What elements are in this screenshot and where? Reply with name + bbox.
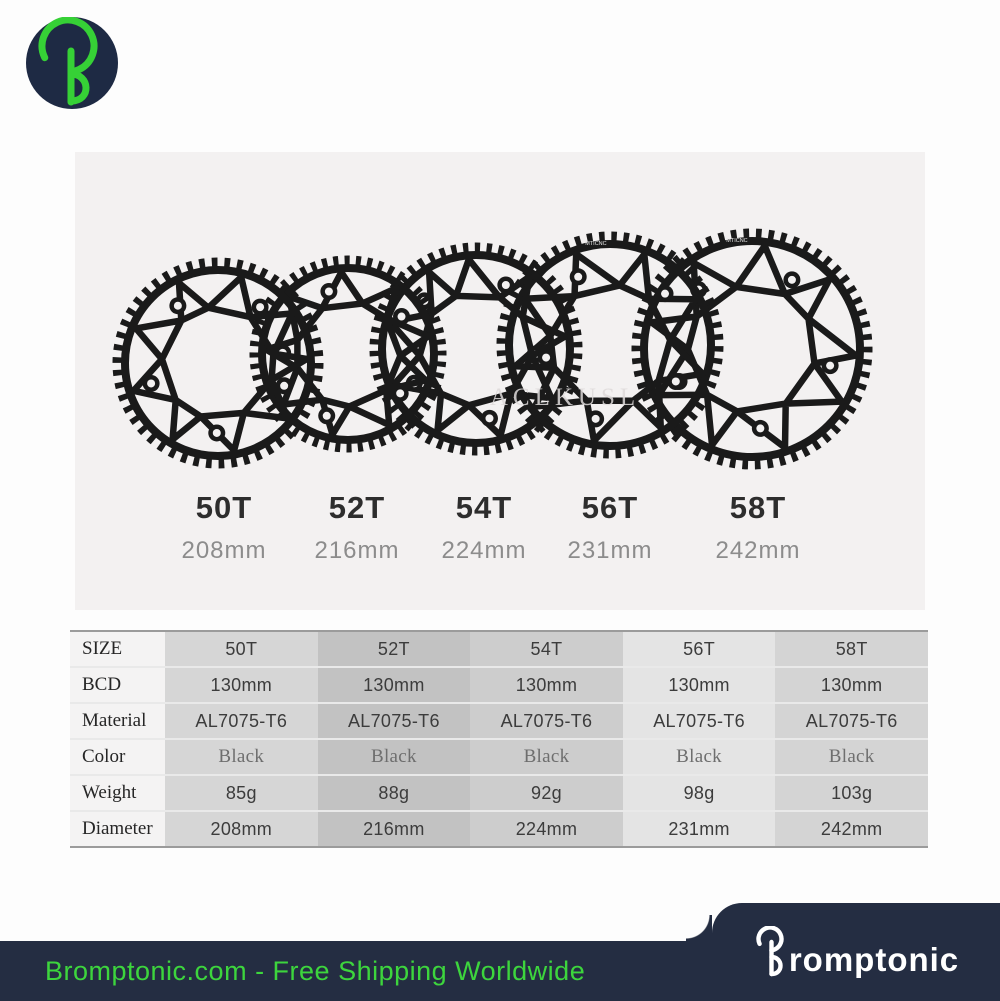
bolt-hole [826,361,835,370]
spec-row-color: Color Black Black Black Black Black [70,738,928,775]
bolt-hole [542,353,551,362]
chainrings-photo: MTICNC MTICNC [112,228,873,470]
spec-cell: Black [775,738,928,775]
spec-cell: 224mm [470,810,623,847]
spec-cell: Black [622,738,776,775]
bolt-hole [501,280,510,289]
diameter-label-58t: 242mm [715,537,801,564]
bolt-hole [324,287,333,296]
bolt-hole [574,272,583,281]
chainring-52t [249,255,447,453]
spec-row-label: Weight [70,774,165,811]
diameter-label-52t: 216mm [314,537,400,564]
spec-row-label: SIZE [70,631,165,667]
size-label-54t: 54T [455,490,513,525]
bromptonic-b-icon [756,926,784,977]
size-label-50t: 50T [195,490,253,525]
spec-row-label: BCD [70,666,165,703]
spec-cell: 88g [317,774,471,811]
spec-cell: 103g [775,774,928,811]
bolt-hole [256,303,265,312]
diameter-label-50t: 208mm [181,537,267,564]
spec-cell: 52T [317,631,471,667]
product-photo-panel: MTICNC MTICNC ACLKUSL 50T 208mm 52T 216mm 54T… [75,152,925,610]
spec-row-bcd: BCD 130mm 130mm 130mm 130mm 130mm [70,666,928,703]
size-label-56t: 56T [581,490,639,525]
spec-cell: Black [317,738,471,775]
bolt-hole [397,312,406,321]
diameter-label-56t: 231mm [567,537,653,564]
footer-tagline: Bromptonic.com - Free Shipping Worldwide [45,956,586,986]
spec-row-label: Color [70,738,165,775]
size-label-58t: 58T [729,490,787,525]
bolt-hole [173,301,182,310]
spec-cell: 58T [775,631,928,667]
spec-row-weight: Weight 85g 88g 92g 98g 103g [70,774,928,811]
spec-cell: 216mm [317,810,471,847]
spec-cell: 231mm [622,810,776,847]
footer-brand-tab: romptonic [712,903,1000,1001]
photo-watermark: ACLKUSL [489,384,641,411]
spec-cell: AL7075-T6 [622,702,776,739]
spec-row-label: Material [70,702,165,739]
spec-cell: AL7075-T6 [165,702,318,739]
diameter-label-54t: 224mm [441,537,527,564]
spec-cell: 92g [470,774,623,811]
bolt-hole [322,411,331,420]
bolt-hole [756,424,765,433]
bolt-hole [147,379,156,388]
bolt-hole [280,381,289,390]
spec-cell: 130mm [775,666,928,703]
bolt-hole [591,414,600,423]
spec-cell: 85g [165,774,318,811]
bolt-hole [212,428,221,437]
spec-cell: Black [470,738,623,775]
ring-engraving: MTICNC [726,238,747,244]
bromptonic-wordmark: romptonic [753,926,959,978]
spec-row-material: Material AL7075-T6 AL7075-T6 AL7075-T6 AL707… [70,702,928,739]
chainring-50t [112,257,324,469]
spec-cell: 242mm [775,810,928,847]
bolt-hole [396,389,405,398]
bromptonic-b-icon [38,17,98,106]
ring-engraving: MTICNC [585,241,606,247]
spec-cell: AL7075-T6 [775,702,928,739]
bolt-hole [787,275,796,284]
spec-cell: 130mm [622,666,776,703]
bromptonic-logo-badge [26,17,118,109]
spec-cell: 50T [165,631,318,667]
spec-cell: 54T [470,631,623,667]
bolt-hole [661,289,670,298]
spec-row-label: Diameter [70,810,165,847]
bolt-hole [671,377,680,386]
spec-cell: AL7075-T6 [317,702,471,739]
bolt-hole [485,414,494,423]
spec-row-diameter: Diameter 208mm 216mm 224mm 231mm 242mm [70,810,928,847]
spec-cell: AL7075-T6 [470,702,623,739]
footer-tab-fillet [686,915,712,941]
spec-cell: 98g [622,774,776,811]
size-label-52t: 52T [328,490,386,525]
spec-cell: 56T [622,631,776,667]
spec-table: SIZE 50T 52T 54T 56T 58T BCD 130mm 130mm 130mm 130… [70,630,928,848]
wordmark-text: romptonic [788,941,960,978]
spec-cell: 130mm [317,666,471,703]
spec-cell: 130mm [165,666,318,703]
spec-cell: Black [165,738,318,775]
spec-cell: 208mm [165,810,318,847]
spec-cell: 130mm [470,666,623,703]
spec-row-size: SIZE 50T 52T 54T 56T 58T [70,631,928,667]
